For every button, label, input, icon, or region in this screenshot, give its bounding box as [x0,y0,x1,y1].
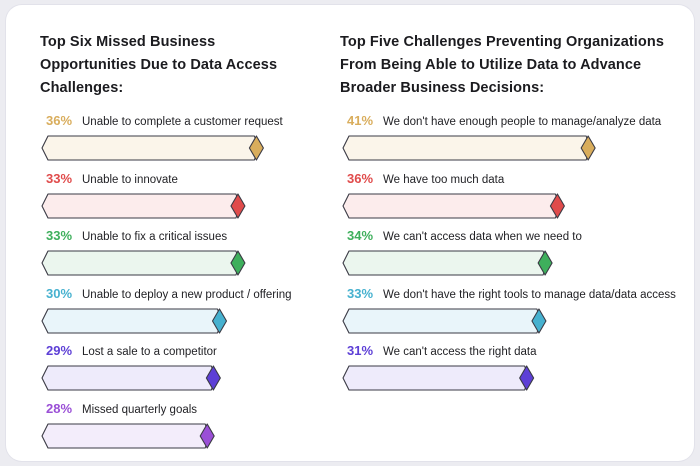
bar-header: 33% We don't have the right tools to mana… [341,285,676,303]
value-label: 34% [347,228,374,243]
value-label: 29% [46,343,73,358]
bar-body [41,250,241,276]
bar-tip-diamond [537,250,553,276]
value-label: 33% [46,228,73,243]
bar [342,135,596,161]
category-label: We don't have the right tools to manage … [383,288,676,301]
value-label: 36% [46,113,73,128]
bar-item: 30% Unable to deploy a new product / offe… [40,285,370,335]
bar-body [342,307,542,334]
category-label: Missed quarterly goals [82,403,198,416]
category-label: Unable to deploy a new product / offerin… [82,288,292,301]
category-label: Unable to complete a customer request [82,116,283,128]
bar-item: 36% Unable to complete a customer request [40,112,370,162]
bar-body [342,135,591,161]
bar-tip-diamond [549,192,565,219]
category-label: We can't access the right data [383,346,537,358]
value-label: 41% [347,113,374,128]
category-label: We don't have enough people to manage/an… [383,116,662,128]
bar-body [41,422,210,449]
bar-header: 29% Lost a sale to a competitor [40,342,370,360]
bar-header: 36% We have too much data [341,170,671,188]
bar-tip-diamond [230,250,246,276]
bar-header: 36% Unable to complete a customer request [40,112,370,130]
bar-tip-diamond [211,307,228,334]
bar-header: 33% Unable to fix a critical issues [40,227,370,245]
bar-item: 33% Unable to innovate [40,170,370,220]
bar [342,365,535,391]
bar [41,250,246,276]
value-label: 31% [347,343,374,358]
bar-tip-diamond [519,365,535,391]
bar-tip-diamond [199,422,215,449]
bar-body [41,307,223,334]
category-label: We can't access data when we need to [383,231,582,243]
bar [41,135,264,161]
left-panel-title: Top Six Missed Business Opportunities Du… [40,34,278,96]
category-label: Lost a sale to a competitor [82,346,217,358]
value-label: 28% [46,400,73,416]
bar [342,192,565,219]
bar-item: 36% We have too much data [341,170,671,220]
value-label: 33% [347,285,374,301]
bar-header: 28% Missed quarterly goals [40,400,370,418]
right-panel-title: Top Five Challenges Preventing Organizat… [340,34,664,96]
category-label: We have too much data [383,173,505,186]
bar-item: 33% Unable to fix a critical issues [40,227,370,277]
category-label: Unable to fix a critical issues [82,231,228,243]
category-label: Unable to innovate [82,173,178,186]
value-label: 30% [46,285,73,301]
bar-header: 34% We can't access data when we need to [341,227,671,245]
bar [41,365,221,391]
bar-body [41,192,241,219]
bar-header: 31% We can't access the right data [341,342,671,360]
bar-tip-diamond [580,135,596,161]
bar [41,422,215,449]
bar-body [41,135,259,161]
bar-tip-diamond [248,135,264,161]
bar-item: 28% Missed quarterly goals [40,400,370,450]
bar [342,250,553,276]
bar-tip-diamond [230,192,246,219]
bar-item: 41% We don't have enough people to manage… [341,112,671,162]
bar-body [342,365,530,391]
bar-item: 29% Lost a sale to a competitor [40,342,370,392]
bar [342,307,547,334]
bar-item: 33% We don't have the right tools to mana… [341,285,676,335]
bar-item: 34% We can't access data when we need to [341,227,671,277]
bar-body [342,192,560,219]
bar-header: 30% Unable to deploy a new product / offe… [40,285,370,303]
value-label: 33% [46,170,73,186]
bar-tip-diamond [205,365,221,391]
bar-body [342,250,548,276]
bar [41,192,246,219]
bar-tip-diamond [531,307,547,334]
bar-item: 31% We can't access the right data [341,342,671,392]
bar [41,307,228,334]
bar-header: 41% We don't have enough people to manage… [341,112,671,130]
bar-header: 33% Unable to innovate [40,170,370,188]
value-label: 36% [347,170,374,186]
bar-body [41,365,216,391]
